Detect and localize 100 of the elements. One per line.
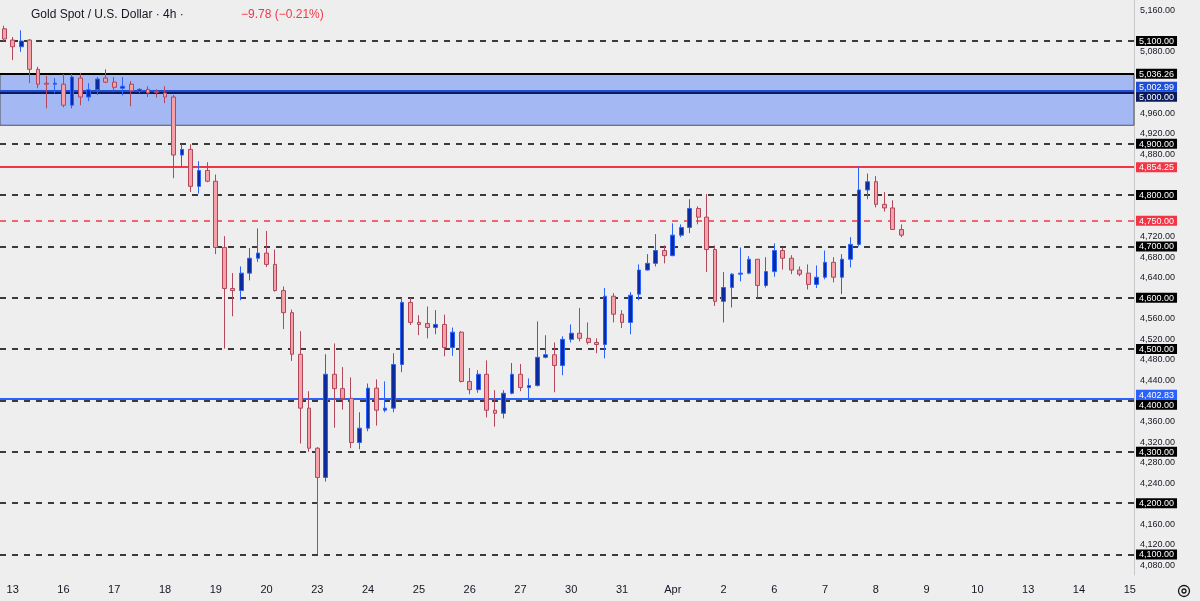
candlestick (129, 80, 134, 107)
candlestick (450, 327, 455, 357)
candlestick (637, 263, 641, 301)
candlestick (764, 256, 768, 288)
candlestick (730, 272, 734, 309)
ref-line-label: 4,200.00 (1139, 498, 1175, 509)
candlestick (738, 246, 743, 282)
ref-line-label: 4,854.25 (1139, 162, 1175, 173)
candlestick (831, 256, 836, 283)
x-tick-label: Apr (664, 582, 682, 595)
candlestick (256, 227, 260, 263)
x-tick-label: 7 (822, 582, 829, 595)
candlestick (865, 173, 870, 200)
y-tick-label: 4,720.00 (1140, 231, 1176, 242)
candlestick (146, 85, 150, 98)
candlestick (899, 223, 904, 238)
ref-line-label: 5,036.26 (1139, 68, 1175, 79)
candlestick (61, 73, 66, 108)
y-tick-label: 4,880.00 (1140, 149, 1176, 160)
candlestick (180, 143, 184, 167)
candlestick (154, 88, 159, 99)
candlestick (814, 264, 819, 289)
candlestick (230, 272, 235, 317)
candlestick (535, 320, 540, 388)
candlestick (704, 193, 709, 273)
x-tick-label: 19 (209, 582, 222, 595)
y-tick-label: 4,080.00 (1140, 559, 1176, 570)
candlestick (2, 25, 7, 42)
candlestick (315, 446, 320, 555)
candlestick (103, 68, 108, 84)
candlestick (518, 363, 523, 392)
candlestick (459, 330, 464, 383)
x-tick-label: 6 (771, 582, 778, 595)
y-tick-label: 5,160.00 (1140, 5, 1176, 16)
ref-line-label: 4,750.00 (1139, 215, 1175, 226)
candlestick (780, 246, 785, 271)
candlestick (213, 174, 218, 255)
x-tick-label: 13 (6, 582, 19, 595)
ref-line-label: 5,002.99 (1139, 81, 1175, 92)
x-tick-label: 13 (1022, 582, 1035, 595)
candlestick (670, 222, 675, 257)
ref-line-label: 4,800.00 (1139, 190, 1175, 201)
candlestick (476, 369, 481, 394)
candlestick (27, 38, 32, 84)
candlestick (408, 297, 413, 326)
candlestick (19, 29, 24, 53)
y-tick-label: 4,440.00 (1140, 374, 1176, 385)
candlestick (510, 362, 514, 395)
y-tick-label: 4,960.00 (1140, 107, 1176, 118)
candlestick (653, 233, 658, 267)
candlestick (197, 160, 201, 195)
y-tick-label: 4,160.00 (1140, 518, 1176, 529)
candlestick (273, 249, 277, 293)
y-tick-label: 4,240.00 (1140, 477, 1176, 488)
candlestick (281, 285, 286, 330)
x-tick-label: 24 (362, 582, 375, 595)
candlestick (433, 309, 438, 335)
candlestick (645, 253, 650, 272)
x-tick-label: 9 (923, 582, 930, 595)
candlestick (70, 73, 74, 109)
candlestick (120, 76, 125, 96)
candlestick (332, 342, 337, 429)
candlestick (687, 198, 692, 234)
ref-line-label: 4,500.00 (1139, 344, 1175, 355)
y-tick-label: 4,120.00 (1140, 539, 1176, 550)
candlestick (882, 191, 887, 213)
candlestick (78, 72, 83, 106)
candlestick (797, 265, 802, 277)
candlestick (611, 292, 616, 323)
candlestick (95, 76, 100, 96)
candlestick (577, 307, 582, 342)
candlestick (586, 321, 591, 345)
candlestick (628, 291, 633, 335)
candlestick (44, 75, 49, 109)
candlestick (755, 258, 760, 299)
x-tick-label: 31 (615, 582, 629, 595)
ref-line-label: 4,900.00 (1139, 138, 1175, 149)
candlestick (298, 330, 303, 445)
candlestick (417, 314, 421, 336)
candlestick (594, 337, 599, 354)
candlestick (222, 235, 227, 350)
ref-line-label: 5,100.00 (1139, 36, 1175, 47)
candlestick (857, 165, 861, 247)
candlestick (247, 247, 252, 281)
y-tick-label: 4,560.00 (1140, 313, 1176, 324)
candlestick (721, 271, 726, 323)
y-tick-label: 5,080.00 (1140, 46, 1176, 57)
ref-line-label: 4,300.00 (1139, 446, 1175, 457)
candlestick (357, 411, 362, 450)
candlestick (806, 263, 811, 291)
candlestick (442, 314, 447, 357)
candlestick (264, 230, 269, 268)
candlestick (874, 175, 878, 208)
candlestick (696, 205, 701, 225)
candlestick (493, 389, 497, 428)
x-tick-label: 27 (514, 582, 527, 595)
candlestick (188, 143, 193, 193)
x-tick-label: 18 (158, 582, 172, 595)
x-tick-label: 30 (565, 582, 578, 595)
x-tick-label: 25 (412, 582, 426, 595)
